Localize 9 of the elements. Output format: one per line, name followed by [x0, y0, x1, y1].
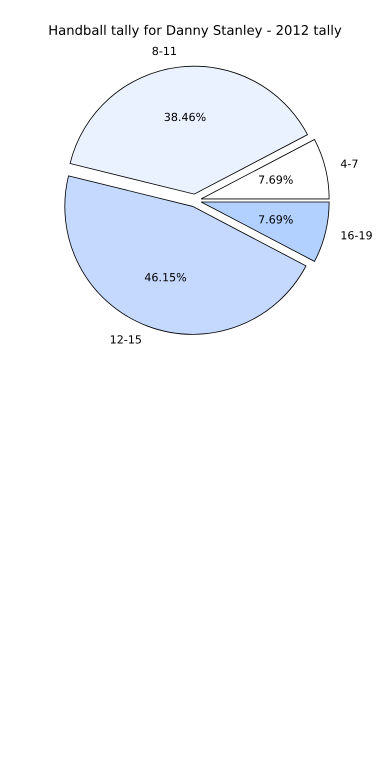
- slice-label: 12-15: [110, 335, 141, 344]
- chart-title: Handball tally for Danny Stanley - 2012 tally: [50, 24, 342, 38]
- slice-label: 4-7: [340, 160, 358, 168]
- data-label: 46.15%: [144, 273, 186, 282]
- slice-label: 16-19: [342, 231, 372, 240]
- data-label: 7.69%: [258, 215, 293, 224]
- data-label: 38.46%: [164, 112, 206, 122]
- slice-label: 8-11: [152, 46, 176, 56]
- data-label: 7.69%: [258, 175, 293, 184]
